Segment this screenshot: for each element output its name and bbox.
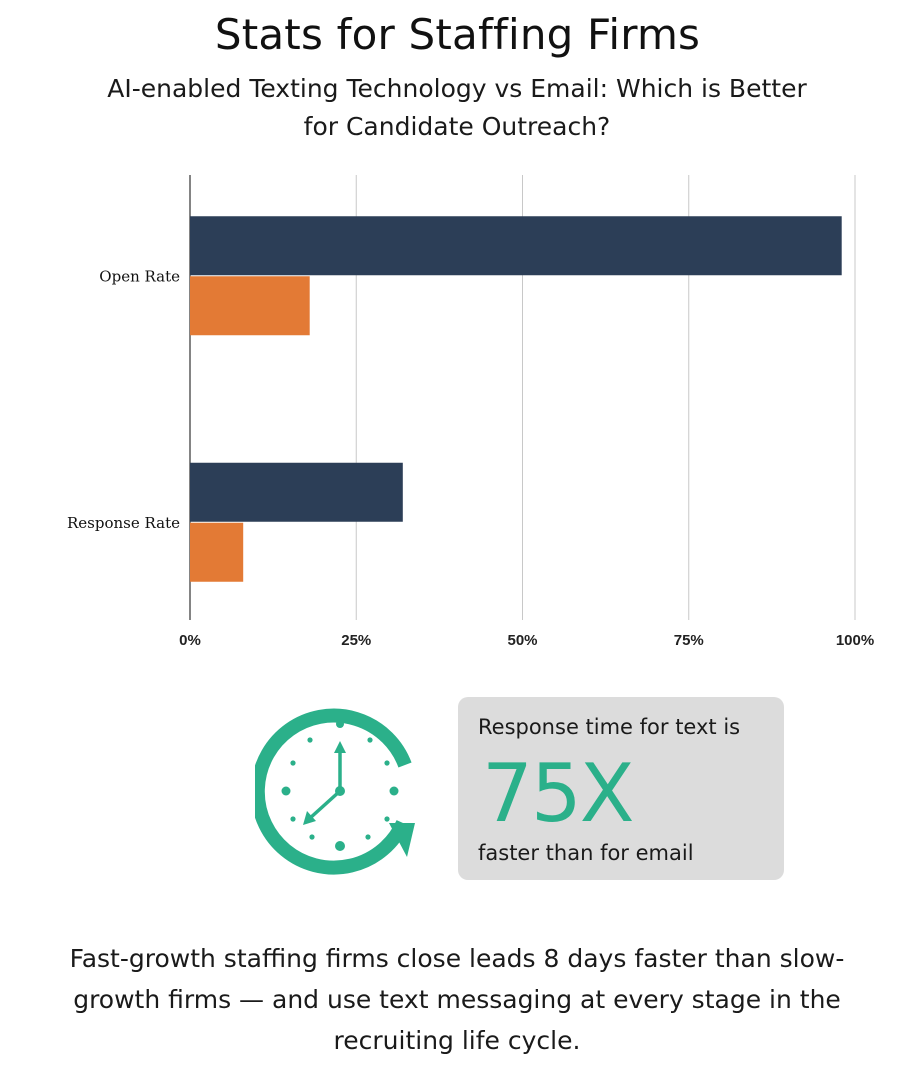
bar-chart: 0% 25% 50% 75% 100% Open Rate Response Rate [67, 175, 874, 649]
page-title: Stats for Staffing Firms [214, 10, 701, 59]
category-label: Response Rate [67, 514, 180, 532]
x-tick-label: 0% [179, 632, 201, 649]
x-tick-label: 50% [507, 632, 537, 649]
bar [190, 216, 842, 276]
x-tick-label: 25% [341, 632, 371, 649]
bar [190, 462, 403, 522]
bar [190, 276, 310, 336]
x-tick-label: 75% [674, 632, 704, 649]
clock-refresh-icon [255, 708, 415, 875]
callout-intro-text: Response time for text is [478, 715, 741, 739]
callout-highlight-value: 75X [482, 747, 635, 840]
chart-subtitle: AI-enabled Texting Technology vs Email: … [107, 74, 807, 141]
category-label: Open Rate [99, 267, 180, 285]
x-tick-label: 100% [836, 632, 874, 649]
callout-outro-text: faster than for email [478, 841, 694, 865]
response-time-callout: Response time for text is 75X faster tha… [458, 697, 784, 880]
footer-statement: Fast-growth staffing firms close leads 8… [69, 944, 845, 1055]
bar [190, 522, 244, 582]
